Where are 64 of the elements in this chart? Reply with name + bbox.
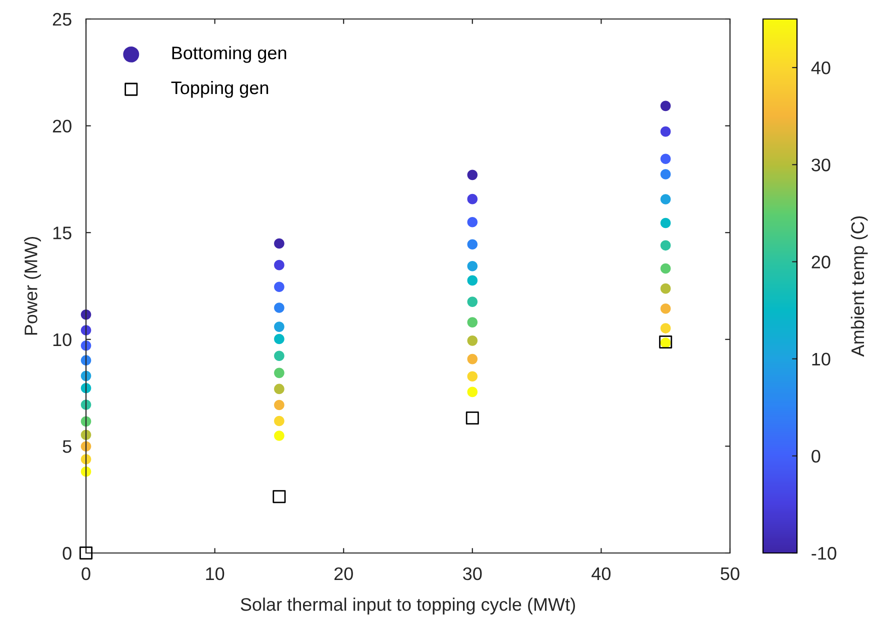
point	[274, 282, 284, 292]
x-tick-label: 0	[82, 567, 90, 580]
point	[467, 317, 478, 328]
y-tick-label: 0	[62, 546, 72, 560]
point	[274, 322, 284, 332]
point	[660, 323, 671, 334]
point	[79, 546, 93, 560]
point	[660, 169, 671, 180]
legend-label: Topping gen	[171, 80, 268, 98]
point	[660, 338, 671, 348]
point	[467, 216, 478, 228]
point	[467, 194, 478, 204]
point	[467, 386, 478, 398]
point	[274, 384, 284, 394]
point	[660, 194, 671, 204]
point	[466, 412, 479, 425]
point	[274, 430, 284, 441]
x-tick-label: 50	[720, 567, 740, 580]
point	[467, 170, 478, 180]
color-bar-label: 20	[812, 256, 830, 268]
point	[467, 296, 478, 307]
y-tick-label: 20	[52, 120, 72, 133]
point	[467, 275, 478, 286]
x-tick-label: 30	[463, 567, 482, 580]
y-tick-label: 10	[53, 333, 72, 346]
color-bar-title: Ambient temp (C)	[850, 216, 868, 357]
point	[660, 126, 671, 137]
x-tick-label: 10	[206, 567, 224, 580]
y-tick-label: 25	[52, 12, 72, 26]
point	[467, 336, 478, 346]
point	[660, 154, 671, 164]
point	[660, 283, 671, 294]
point	[274, 302, 284, 313]
point	[467, 239, 478, 250]
color-bar-label: 10	[812, 352, 830, 366]
point	[660, 100, 671, 112]
point	[274, 260, 284, 270]
point	[272, 490, 286, 504]
color-bar-label: 30	[812, 158, 830, 172]
color-bar-label: -10	[812, 546, 836, 560]
x-tick-label: 40	[592, 567, 611, 580]
y-axis-title: Power (MW)	[24, 236, 41, 335]
point	[467, 260, 478, 272]
point	[80, 441, 92, 452]
point	[467, 371, 478, 382]
y-tick-label: 5	[62, 440, 72, 453]
point	[659, 335, 672, 348]
x-axis-title: Solar thermal input to topping cycle (MWt)	[240, 598, 575, 614]
point	[274, 334, 284, 344]
point	[274, 350, 284, 361]
point	[660, 263, 671, 274]
point	[274, 400, 284, 410]
point	[274, 238, 284, 249]
point	[467, 354, 478, 364]
legend-label: Bottoming gen	[172, 46, 286, 63]
point	[660, 240, 671, 251]
point	[274, 368, 284, 378]
color-bar-label: 40	[811, 61, 830, 74]
point	[660, 303, 671, 314]
point	[274, 416, 284, 426]
x-tick-label: 20	[334, 567, 353, 580]
point	[660, 218, 671, 228]
y-tick-label: 15	[53, 226, 72, 240]
color-bar-label: 0	[812, 450, 820, 463]
